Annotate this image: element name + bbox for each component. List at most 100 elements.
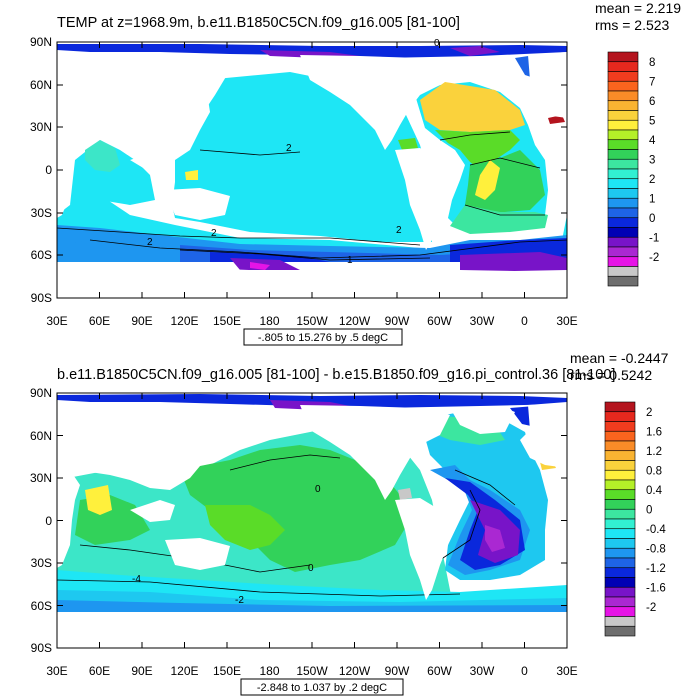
panel-2-y-tick: 30N xyxy=(30,471,52,485)
colorbar-swatch xyxy=(604,411,636,422)
colorbar-swatch xyxy=(607,236,639,248)
panel-1-x-tick: 60E xyxy=(89,314,110,328)
panel-2-y-tick: 0 xyxy=(45,514,52,528)
colorbar-label: 0.8 xyxy=(646,465,662,477)
colorbar-swatch xyxy=(607,119,639,131)
panel-2-y-tick: 60N xyxy=(30,429,52,443)
panel-2-map: 0 0 -4 -2 xyxy=(56,392,568,649)
panel-1-x-axis: 30E 60E 90E 120E 150E 180 150W 120W 90W … xyxy=(46,42,578,328)
panel-2-x-tick: 150W xyxy=(296,664,328,678)
panel-2-y-tick: 90N xyxy=(30,386,52,400)
panel-1-x-tick: 90W xyxy=(385,314,410,328)
colorbar-swatch xyxy=(607,149,639,160)
svg-text:-4: -4 xyxy=(132,574,141,585)
colorbar-swatch xyxy=(604,538,636,549)
colorbar-label: 7 xyxy=(649,76,655,88)
panel-2-x-tick: 180 xyxy=(259,664,279,678)
panel-2-x-tick: 30W xyxy=(470,664,495,678)
panel-1-title: TEMP at z=1968.9m, b.e11.B1850C5CN.f09_g… xyxy=(57,15,460,31)
colorbar-swatch xyxy=(607,197,639,209)
colorbar-swatch xyxy=(607,246,639,258)
panel-1-y-tick: 90N xyxy=(30,35,52,49)
colorbar-label: 8 xyxy=(649,57,655,69)
colorbar-swatch xyxy=(604,547,636,559)
colorbar-label: -1 xyxy=(649,232,659,244)
panel-1-colorbar: 8 7 6 5 4 3 2 1 0 -1 -2 xyxy=(607,51,659,287)
panel-2-mean: mean = -0.2447 xyxy=(570,350,669,366)
colorbar-swatch xyxy=(604,557,636,569)
svg-text:0: 0 xyxy=(308,563,314,574)
colorbar-swatch xyxy=(607,80,639,92)
panel-1-x-tick: 30E xyxy=(556,314,577,328)
panel-2-x-tick: 120W xyxy=(339,664,371,678)
colorbar-swatch xyxy=(604,499,636,510)
svg-text:0: 0 xyxy=(315,484,321,495)
panel-2-x-tick: 60E xyxy=(89,664,110,678)
colorbar-label: 1 xyxy=(649,193,655,205)
panel-2-rms: rms = 0.5242 xyxy=(570,367,652,383)
colorbar-swatch xyxy=(604,586,636,598)
panel-1-x-tick: 90E xyxy=(131,314,152,328)
panel-1-x-tick: 30W xyxy=(470,314,495,328)
svg-text:2: 2 xyxy=(211,228,217,239)
colorbar-swatch xyxy=(607,256,639,267)
svg-text:-2: -2 xyxy=(235,595,244,606)
panel-2: b.e11.B1850C5CN.f09_g16.005 [81-100] - b… xyxy=(30,350,669,696)
colorbar-swatch xyxy=(607,178,639,189)
colorbar-swatch xyxy=(607,188,639,199)
colorbar-swatch xyxy=(604,616,636,627)
colorbar-label: 0.4 xyxy=(646,485,663,497)
panel-2-contour-labels: 0 0 -4 -2 xyxy=(132,484,321,606)
panel-1-y-tick: 90S xyxy=(31,291,52,305)
colorbar-label: -1.2 xyxy=(646,563,666,575)
panel-1-x-tick: 150E xyxy=(213,314,241,328)
panel-2-x-axis: 30E 60E 90E 120E 150E 180 150W 120W 90W … xyxy=(46,393,578,678)
panel-1-mean: mean = 2.219 xyxy=(595,0,681,16)
colorbar-swatch xyxy=(604,567,636,578)
colorbar-swatch xyxy=(604,401,636,413)
colorbar-swatch xyxy=(607,61,639,72)
colorbar-swatch xyxy=(604,430,636,442)
panel-1-y-tick: 30N xyxy=(30,120,52,134)
colorbar-swatch xyxy=(604,606,636,617)
colorbar-swatch xyxy=(607,110,639,121)
colorbar-label: 0 xyxy=(649,213,655,225)
panel-1-y-axis: 90N 60N 30N 0 30S 60S 90S xyxy=(30,35,567,305)
colorbar-swatch xyxy=(604,508,636,520)
colorbar-label: 5 xyxy=(649,115,655,127)
panel-2-y-axis: 90N 60N 30N 0 30S 60S 90S xyxy=(30,386,567,655)
svg-text:2: 2 xyxy=(286,143,292,154)
panel-2-x-tick: 120E xyxy=(170,664,198,678)
panel-1-range-box: -.805 to 15.276 by .5 degC xyxy=(243,328,403,346)
colorbar-swatch xyxy=(607,100,639,111)
panel-1-x-tick: 120W xyxy=(339,314,371,328)
panel-2-range-box: -2.848 to 1.037 by .2 degC xyxy=(240,678,404,696)
colorbar-label: 2 xyxy=(646,407,652,419)
panel-2-x-tick: 150E xyxy=(213,664,241,678)
colorbar-label: 1.2 xyxy=(646,446,662,458)
colorbar-swatch xyxy=(604,625,636,637)
colorbar-swatch xyxy=(607,275,639,287)
panel-1-range-label: -.805 to 15.276 by .5 degC xyxy=(258,332,388,344)
colorbar-swatch xyxy=(607,139,639,150)
panel-2-x-tick: 30E xyxy=(556,664,577,678)
svg-text:1: 1 xyxy=(347,255,353,266)
colorbar-swatch xyxy=(604,528,636,539)
colorbar-label: -0.4 xyxy=(646,524,666,536)
panel-1-x-tick: 0 xyxy=(521,314,528,328)
panel-1-x-tick: 30E xyxy=(46,314,67,328)
panel-1-y-tick: 0 xyxy=(45,163,52,177)
colorbar-label: -2 xyxy=(649,252,659,264)
colorbar-swatch xyxy=(604,518,636,530)
panel-1-map: 2 2 2 2 1 0 xyxy=(56,38,568,299)
colorbar-swatch xyxy=(604,460,636,471)
colorbar-swatch xyxy=(604,440,636,452)
panel-1-y-tick: 60N xyxy=(30,78,52,92)
panel-2-y-tick: 60S xyxy=(31,599,52,613)
colorbar-swatch xyxy=(604,577,636,588)
colorbar-label: 0 xyxy=(646,504,652,516)
panel-2-land xyxy=(57,402,567,648)
panel-1-x-tick: 60W xyxy=(427,314,452,328)
colorbar-swatch xyxy=(604,596,636,608)
